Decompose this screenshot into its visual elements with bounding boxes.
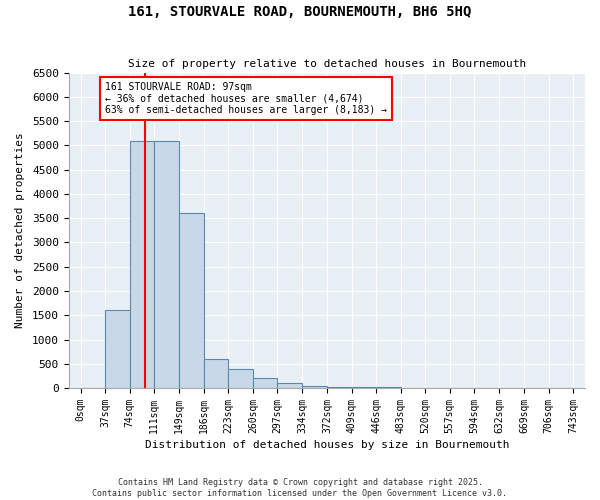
Y-axis label: Number of detached properties: Number of detached properties: [15, 132, 25, 328]
Bar: [105, 310, 130, 388]
Bar: [204, 359, 229, 388]
Bar: [154, 140, 179, 388]
Title: Size of property relative to detached houses in Bournemouth: Size of property relative to detached ho…: [128, 59, 526, 69]
Bar: [327, 386, 352, 388]
Bar: [179, 214, 204, 388]
Bar: [352, 387, 376, 388]
Text: Contains HM Land Registry data © Crown copyright and database right 2025.
Contai: Contains HM Land Registry data © Crown c…: [92, 478, 508, 498]
Bar: [277, 383, 302, 388]
Bar: [302, 386, 327, 388]
Bar: [229, 368, 253, 388]
X-axis label: Distribution of detached houses by size in Bournemouth: Distribution of detached houses by size …: [145, 440, 509, 450]
Bar: [253, 378, 277, 388]
Text: 161 STOURVALE ROAD: 97sqm
← 36% of detached houses are smaller (4,674)
63% of se: 161 STOURVALE ROAD: 97sqm ← 36% of detac…: [105, 82, 387, 116]
Bar: [130, 140, 154, 388]
Text: 161, STOURVALE ROAD, BOURNEMOUTH, BH6 5HQ: 161, STOURVALE ROAD, BOURNEMOUTH, BH6 5H…: [128, 5, 472, 19]
